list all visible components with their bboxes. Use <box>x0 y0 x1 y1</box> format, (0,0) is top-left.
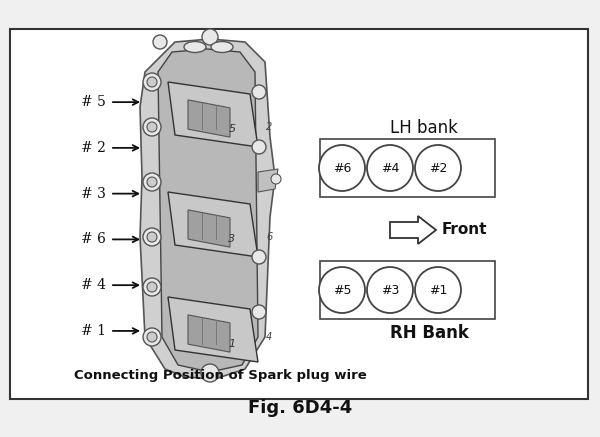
Circle shape <box>252 85 266 99</box>
Polygon shape <box>168 192 258 257</box>
FancyBboxPatch shape <box>320 261 495 319</box>
Circle shape <box>147 332 157 342</box>
Ellipse shape <box>211 42 233 52</box>
Circle shape <box>153 35 167 49</box>
Text: #5: #5 <box>333 284 351 296</box>
Polygon shape <box>168 82 258 147</box>
Text: 1: 1 <box>229 339 236 349</box>
Circle shape <box>271 174 281 184</box>
Circle shape <box>143 328 161 346</box>
Circle shape <box>143 228 161 246</box>
Text: Connecting Position of Spark plug wire: Connecting Position of Spark plug wire <box>74 369 367 382</box>
Text: # 6: # 6 <box>81 232 106 246</box>
Polygon shape <box>168 297 258 362</box>
Text: 5: 5 <box>229 124 236 134</box>
Circle shape <box>367 145 413 191</box>
Text: Fig. 6D4-4: Fig. 6D4-4 <box>248 399 352 417</box>
Circle shape <box>319 267 365 313</box>
Text: # 5: # 5 <box>81 95 106 109</box>
Circle shape <box>147 77 157 87</box>
Text: # 1: # 1 <box>81 324 106 338</box>
Polygon shape <box>188 210 230 247</box>
Circle shape <box>201 364 219 382</box>
Text: # 2: # 2 <box>81 141 106 155</box>
Text: #3: #3 <box>381 284 399 296</box>
Polygon shape <box>258 169 278 192</box>
Text: Front: Front <box>442 222 487 237</box>
FancyBboxPatch shape <box>10 29 588 399</box>
Text: # 4: # 4 <box>81 278 106 292</box>
Text: #4: #4 <box>381 162 399 174</box>
Text: 4: 4 <box>266 332 272 342</box>
Polygon shape <box>158 49 258 372</box>
Polygon shape <box>188 315 230 352</box>
Ellipse shape <box>184 42 206 52</box>
Circle shape <box>252 250 266 264</box>
Text: RH Bank: RH Bank <box>390 324 469 342</box>
Circle shape <box>319 145 365 191</box>
Text: 6: 6 <box>266 232 272 242</box>
FancyBboxPatch shape <box>320 139 495 197</box>
Circle shape <box>147 177 157 187</box>
Circle shape <box>147 122 157 132</box>
Polygon shape <box>140 39 275 379</box>
Circle shape <box>143 173 161 191</box>
Text: #6: #6 <box>333 162 351 174</box>
Text: #1: #1 <box>429 284 447 296</box>
Text: # 3: # 3 <box>81 187 106 201</box>
Text: #2: #2 <box>429 162 447 174</box>
Text: 2: 2 <box>266 122 272 132</box>
Text: 3: 3 <box>229 234 236 244</box>
Circle shape <box>147 282 157 292</box>
Circle shape <box>252 140 266 154</box>
Circle shape <box>147 232 157 242</box>
Circle shape <box>415 267 461 313</box>
Circle shape <box>202 29 218 45</box>
Circle shape <box>367 267 413 313</box>
Circle shape <box>143 278 161 296</box>
Polygon shape <box>390 216 436 244</box>
Circle shape <box>143 118 161 136</box>
Circle shape <box>415 145 461 191</box>
Text: LH bank: LH bank <box>390 119 458 137</box>
Circle shape <box>143 73 161 91</box>
Circle shape <box>252 305 266 319</box>
Polygon shape <box>188 100 230 137</box>
